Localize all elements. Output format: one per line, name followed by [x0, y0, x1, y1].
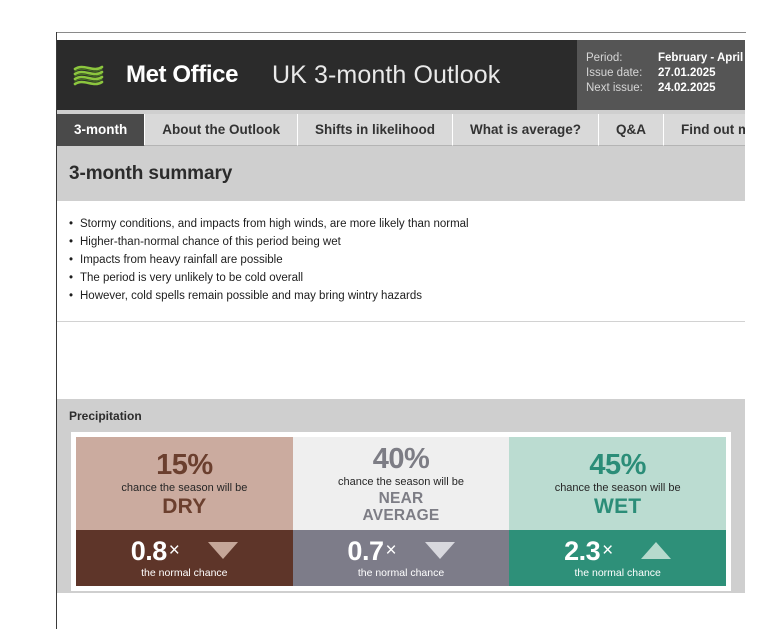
multiplier-caption-wet: the normal chance: [574, 566, 661, 579]
precipitation-tiles-wrap: 15% chance the season will be DRY 0.8 × …: [71, 432, 731, 591]
tab-shifts-in-likelihood[interactable]: Shifts in likelihood: [297, 114, 453, 146]
page-title: UK 3-month Outlook: [272, 60, 501, 89]
multiplier-row-near-average: 0.7 ×: [293, 537, 510, 565]
meta-label-next-issue: Next issue:: [586, 82, 643, 94]
multiplier-row-wet: 2.3 ×: [509, 537, 726, 565]
summary-bullet-list: Stormy conditions, and impacts from high…: [69, 215, 745, 305]
tile-multiplier-wet: 2.3 × the normal chance: [509, 530, 727, 586]
precipitation-tiles: 15% chance the season will be DRY 0.8 × …: [76, 437, 727, 586]
tile-percent-wet: 45%: [589, 449, 646, 481]
page-guide-horizontal: [56, 32, 746, 33]
multiplier-caption-near-average: the normal chance: [357, 566, 445, 579]
meta-row-next-issue: Next issue: 24.02.2025: [586, 81, 745, 96]
multiplier-caption-dry: the normal chance: [141, 566, 228, 579]
page-viewport: Met Office UK 3-month Outlook Period: Fe…: [57, 33, 745, 593]
tile-percent-dry: 15%: [156, 449, 213, 481]
outlook-card: Met Office UK 3-month Outlook Period: Fe…: [57, 40, 745, 322]
tile-subtitle-wet: chance the season will be: [554, 482, 681, 494]
tile-subtitle-dry: chance the season will be: [121, 482, 248, 494]
meta-value-period: February - April 2025: [658, 52, 745, 64]
tile-category-near-average-line2: AVERAGE: [362, 506, 440, 524]
multiplier-row-dry: 0.8 ×: [76, 537, 293, 565]
multiplier-times-dry: ×: [168, 539, 180, 561]
summary-heading: 3-month summary: [69, 163, 233, 184]
outlook-tabbar: 3-month About the Outlook Shifts in like…: [57, 110, 745, 146]
precipitation-tile-wet: 45% chance the season will be WET 2.3 × …: [509, 437, 727, 586]
tile-category-dry: DRY: [162, 495, 207, 518]
list-item: However, cold spells remain possible and…: [69, 287, 745, 305]
meta-value-next-issue: 24.02.2025: [658, 82, 716, 94]
meta-value-issue-date: 27.01.2025: [658, 67, 716, 79]
tile-category-wet: WET: [594, 495, 642, 518]
tile-top-near-average: 40% chance the season will be NEAR AVERA…: [292, 437, 510, 530]
tile-subtitle-near-average: chance the season will be: [338, 475, 464, 488]
summary-header: 3-month summary: [57, 146, 745, 201]
arrow-up-icon: [641, 542, 672, 559]
precipitation-tile-dry: 15% chance the season will be DRY 0.8 × …: [76, 437, 293, 586]
issue-meta-box: Period: February - April 2025 Issue date…: [577, 40, 745, 110]
meta-row-issue-date: Issue date: 27.01.2025: [586, 66, 745, 81]
page-guide-vertical: [56, 32, 57, 629]
list-item: The period is very unlikely to be cold o…: [69, 269, 745, 287]
arrow-down-icon: [207, 542, 238, 559]
list-item: Higher-than-normal chance of this period…: [69, 233, 745, 251]
site-masthead: Met Office UK 3-month Outlook Period: Fe…: [57, 40, 745, 110]
summary-body: Stormy conditions, and impacts from high…: [57, 201, 745, 322]
tile-multiplier-near-average: 0.7 × the normal chance: [292, 530, 510, 586]
multiplier-value-dry: 0.8: [130, 535, 168, 566]
tab-3-month[interactable]: 3-month: [57, 114, 146, 146]
tile-top-dry: 15% chance the season will be DRY: [76, 437, 293, 530]
tab-qa[interactable]: Q&A: [599, 114, 665, 146]
tab-about-the-outlook[interactable]: About the Outlook: [145, 114, 298, 146]
multiplier-value-near-average: 0.7: [347, 535, 384, 566]
tab-find-out-more[interactable]: Find out more: [664, 114, 745, 146]
precipitation-title: Precipitation: [69, 409, 142, 423]
tile-category-near-average-line1: NEAR: [378, 489, 424, 507]
precipitation-tile-near-average: 40% chance the season will be NEAR AVERA…: [292, 437, 510, 586]
list-item: Stormy conditions, and impacts from high…: [69, 215, 745, 233]
precipitation-panel: Precipitation 15% chance the season will…: [57, 399, 745, 593]
met-office-brand[interactable]: Met Office: [57, 61, 238, 89]
tile-percent-near-average: 40%: [372, 442, 430, 475]
tile-multiplier-dry: 0.8 × the normal chance: [76, 530, 293, 586]
multiplier-times-near-average: ×: [385, 539, 397, 561]
tab-what-is-average[interactable]: What is average?: [453, 114, 600, 146]
multiplier-times-wet: ×: [602, 539, 614, 561]
meta-label-period: Period:: [586, 52, 623, 64]
brand-name: Met Office: [126, 61, 239, 88]
meta-label-issue-date: Issue date:: [586, 67, 643, 79]
arrow-down-icon: [424, 542, 455, 559]
meta-row-period: Period: February - April 2025: [586, 51, 745, 66]
list-item: Impacts from heavy rainfall are possible: [69, 251, 745, 269]
tile-top-wet: 45% chance the season will be WET: [509, 437, 727, 530]
multiplier-value-wet: 2.3: [564, 535, 601, 566]
met-office-wave-logo-icon: [73, 62, 119, 88]
